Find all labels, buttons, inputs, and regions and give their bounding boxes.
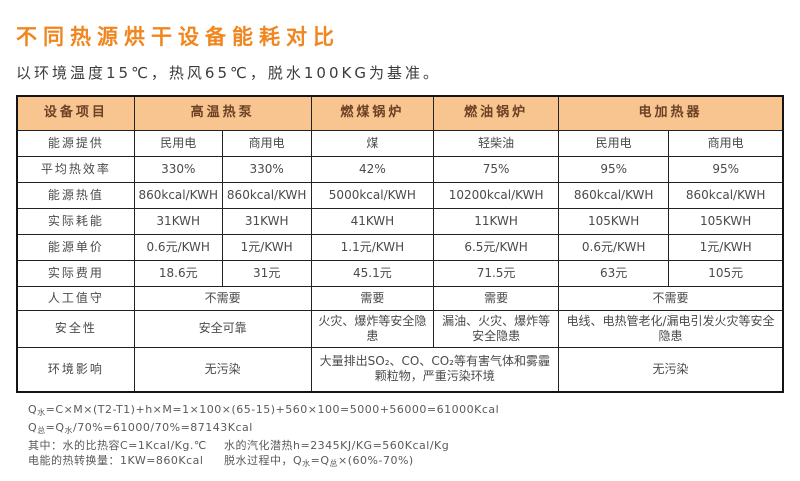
page-subtitle: 以环境温度15℃，热风65℃，脱水100KG为基准。	[16, 64, 441, 83]
table-row-unit-price: 能源单价 0.6元/KWH 1元/KWH 1.1元/KWH 6.5元/KWH 0…	[16, 233, 784, 261]
dehydration-note: 脱水过程中，Q水=Q总×(60%-70%)	[224, 454, 414, 469]
table-cell: 860kcal/KWH	[557, 181, 670, 209]
table-cell: 民用电	[133, 129, 223, 157]
table-cell: 105KWH	[557, 207, 670, 235]
table-cell: 0.6元/KWH	[133, 233, 223, 261]
row-label: 环境影响	[16, 346, 135, 393]
table-cell: 安全可靠	[133, 309, 312, 348]
table-cell: 无污染	[133, 346, 312, 393]
row-label: 安全性	[16, 309, 135, 348]
table-cell: 火灾、爆炸等安全隐患	[310, 309, 435, 348]
table-cell: 63元	[557, 259, 670, 287]
table-cell: 11KWH	[433, 207, 559, 235]
table-cell: 41KWH	[310, 207, 435, 235]
table-row-actual-consumption: 实际耗能 31KWH 31KWH 41KWH 11KWH 105KWH 105K…	[16, 207, 784, 235]
table-cell: 6.5元/KWH	[433, 233, 559, 261]
table-cell: 71.5元	[433, 259, 559, 287]
table-cell: 5000kcal/KWH	[310, 181, 435, 209]
table-cell: 31元	[221, 259, 312, 287]
electric-conversion-note: 电能的热转换量：1KW=860Kcal	[28, 454, 204, 468]
table-cell: 煤	[310, 129, 435, 157]
q-subscript: 总	[37, 426, 46, 436]
col-header-oil-boiler: 燃油锅炉	[433, 95, 559, 131]
table-cell: 105元	[668, 259, 784, 287]
table-cell: 1元/KWH	[668, 233, 784, 261]
table-row-safety: 安全性 安全可靠 火灾、爆炸等安全隐患 漏油、火灾、爆炸等安全隐患 电线、电热管…	[16, 309, 784, 348]
col-header-device-item: 设备项目	[16, 95, 135, 131]
table-cell: 105KWH	[668, 207, 784, 235]
row-label: 能源热值	[16, 181, 135, 209]
table-cell: 0.6元/KWH	[557, 233, 670, 261]
table-row-actual-cost: 实际费用 18.6元 31元 45.1元 71.5元 63元 105元	[16, 259, 784, 287]
table-cell: 民用电	[557, 129, 670, 157]
row-label: 平均热效率	[16, 155, 135, 183]
q-subscript: 总	[329, 459, 339, 469]
table-cell: 商用电	[221, 129, 312, 157]
table-cell: 330%	[221, 155, 312, 183]
table-cell: 1.1元/KWH	[310, 233, 435, 261]
table-cell: 95%	[557, 155, 670, 183]
table-row-energy-heat-value: 能源热值 860kcal/KWH 860kcal/KWH 5000kcal/KW…	[16, 181, 784, 209]
table-cell: 轻柴油	[433, 129, 559, 157]
table-cell: 860kcal/KWH	[221, 181, 312, 209]
specific-heat-note: 其中：水的比热容C=1Kcal/Kg.℃	[28, 439, 207, 453]
formula-line-2: Q总=Q水/70%=61000/70%=87143Kcal	[28, 421, 253, 436]
table-cell: 330%	[133, 155, 223, 183]
q-subscript: 水	[37, 408, 46, 418]
formula-notes: Q水=C×M×(T2-T1)+h×M=1×100×(65-15)+560×100…	[16, 402, 784, 471]
table-cell: 45.1元	[310, 259, 435, 287]
table-cell: 大量排出SO₂、CO、CO₂等有害气体和雾霾颗粒物，严重污染环境	[310, 346, 560, 393]
table-cell: 需要	[310, 285, 435, 311]
table-cell: 10200kcal/KWH	[433, 181, 559, 209]
table-cell: 1元/KWH	[221, 233, 312, 261]
q-subscript: 水	[64, 426, 74, 436]
table-cell: 需要	[433, 285, 559, 311]
table-header-row: 设备项目 高温热泵 燃煤锅炉 燃油锅炉 电加热器	[16, 95, 784, 131]
row-label: 实际费用	[16, 259, 135, 287]
table-cell: 电线、电热管老化/漏电引发火灾等安全隐患	[558, 309, 784, 348]
page: 不同热源烘干设备能耗对比 以环境温度15℃，热风65℃，脱水100KG为基准。 …	[16, 25, 784, 471]
table-row-manual-attendance: 人工值守 不需要 需要 需要 不需要	[16, 285, 784, 311]
row-label: 实际耗能	[16, 207, 135, 235]
table-cell: 75%	[433, 155, 559, 183]
formula-line-3: 其中：水的比热容C=1Kcal/Kg.℃ 水的汽化潜热h=2345KJ/KG=5…	[28, 438, 784, 453]
table-row-environmental-impact: 环境影响 无污染 大量排出SO₂、CO、CO₂等有害气体和雾霾颗粒物，严重污染环…	[16, 346, 784, 393]
table-cell: 18.6元	[133, 259, 223, 287]
table-cell: 860kcal/KWH	[133, 181, 223, 209]
table-cell: 无污染	[558, 346, 784, 393]
table-cell: 商用电	[668, 129, 784, 157]
vaporization-heat-note: 水的汽化潜热h=2345KJ/KG=560Kcal/Kg	[224, 439, 450, 453]
formula-line-1: Q水=C×M×(T2-T1)+h×M=1×100×(65-15)+560×100…	[28, 403, 500, 418]
table-cell: 42%	[310, 155, 435, 183]
row-label: 能源单价	[16, 233, 135, 261]
table-cell: 860kcal/KWH	[668, 181, 784, 209]
row-label: 人工值守	[16, 285, 135, 311]
table-row-avg-efficiency: 平均热效率 330% 330% 42% 75% 95% 95%	[16, 155, 784, 183]
col-header-heat-pump: 高温热泵	[133, 95, 312, 131]
table-cell: 95%	[668, 155, 784, 183]
table-row-energy-supply: 能源提供 民用电 商用电 煤 轻柴油 民用电 商用电	[16, 129, 784, 157]
table-cell: 31KWH	[133, 207, 223, 235]
col-header-coal-boiler: 燃煤锅炉	[310, 95, 435, 131]
formula-line-4: 电能的热转换量：1KW=860Kcal 脱水过程中，Q水=Q总×(60%-70%…	[28, 453, 784, 471]
page-title: 不同热源烘干设备能耗对比	[16, 25, 340, 49]
energy-comparison-table: 设备项目 高温热泵 燃煤锅炉 燃油锅炉 电加热器 能源提供 民用电 商用电 煤 …	[16, 95, 784, 394]
table-cell: 不需要	[133, 285, 312, 311]
table-cell: 不需要	[558, 285, 784, 311]
row-label: 能源提供	[16, 129, 135, 157]
q-subscript: 水	[302, 459, 311, 469]
table-cell: 31KWH	[221, 207, 312, 235]
col-header-electric-heater: 电加热器	[558, 95, 784, 131]
table-cell: 漏油、火灾、爆炸等安全隐患	[433, 309, 559, 348]
